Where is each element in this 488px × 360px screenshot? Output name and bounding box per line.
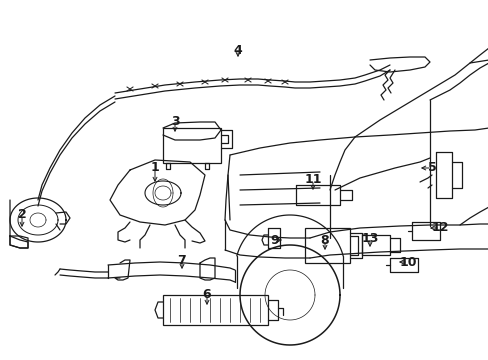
Bar	[163, 128, 221, 163]
Text: 1: 1	[150, 162, 159, 175]
Text: 5: 5	[427, 162, 435, 175]
Bar	[163, 295, 267, 325]
Text: 9: 9	[270, 234, 279, 247]
Text: 2: 2	[18, 208, 26, 221]
Text: 6: 6	[202, 288, 211, 301]
Text: 11: 11	[304, 174, 321, 186]
Text: 7: 7	[177, 253, 186, 266]
Text: 12: 12	[430, 221, 448, 234]
Bar	[305, 228, 349, 263]
Text: 3: 3	[170, 116, 179, 129]
Text: 8: 8	[320, 234, 328, 247]
Text: 10: 10	[398, 256, 416, 269]
Text: 13: 13	[361, 231, 378, 244]
Text: 4: 4	[233, 44, 242, 57]
